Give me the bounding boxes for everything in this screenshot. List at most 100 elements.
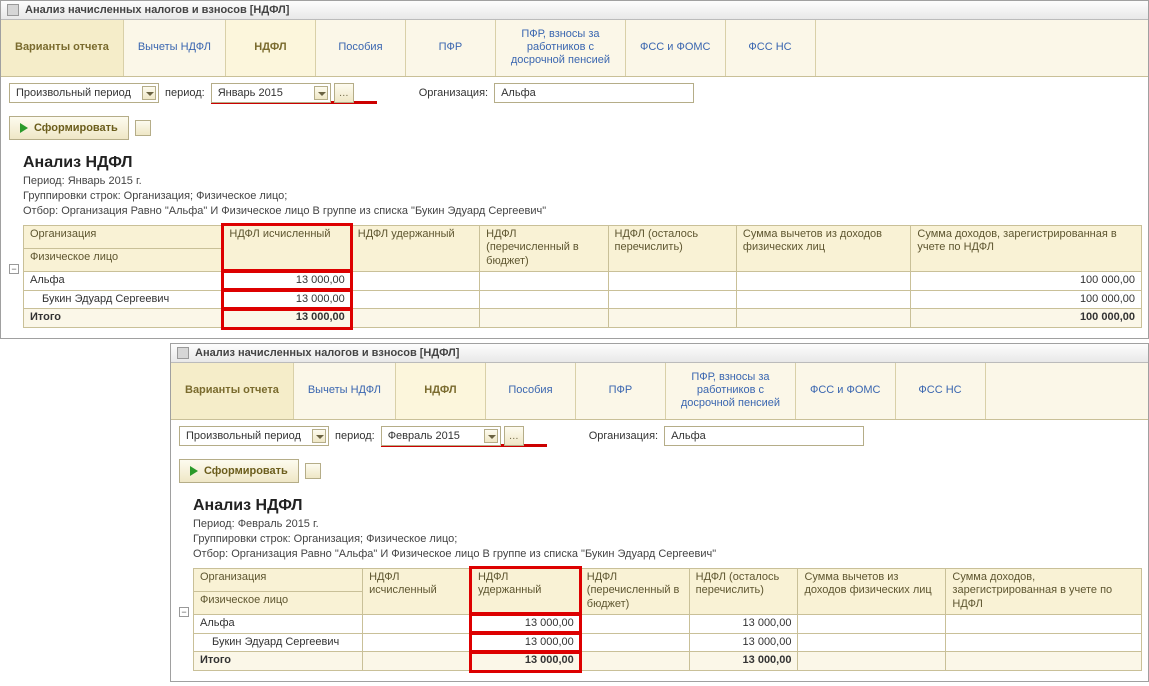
col-person: Физическое лицо <box>194 591 363 614</box>
generate-button-label: Сформировать <box>204 465 288 477</box>
period-value-dropdown[interactable]: Февраль 2015 <box>381 426 501 446</box>
cell-v2: 13 000,00 <box>471 614 580 633</box>
tab-fss-ns[interactable]: ФСС НС <box>726 20 816 76</box>
cell-v4 <box>608 309 736 328</box>
org-label: Организация: <box>419 87 488 99</box>
tab-pfr[interactable]: ПФР <box>576 363 666 419</box>
report-meta-grouping: Группировки строк: Организация; Физическ… <box>193 532 1142 547</box>
period-type-value: Произвольный период <box>186 430 301 442</box>
period-picker-button[interactable]: … <box>504 426 524 446</box>
org-input[interactable]: Альфа <box>494 83 694 103</box>
org-value: Альфа <box>671 430 706 442</box>
settings-icon[interactable] <box>135 120 151 136</box>
cell-v1: 13 000,00 <box>223 309 351 328</box>
data-row-org[interactable]: Альфа 13 000,00 13 000,00 <box>194 614 1142 633</box>
tab-pfr-early[interactable]: ПФР, взносы за работников с досрочной пе… <box>496 20 626 76</box>
period-value: Февраль 2015 <box>388 430 460 442</box>
window-2: Анализ начисленных налогов и взносов [НД… <box>170 343 1149 682</box>
play-icon <box>190 466 198 476</box>
tab-ndfl[interactable]: НДФЛ <box>396 363 486 419</box>
cell-v6 <box>946 614 1142 633</box>
collapse-toggle[interactable]: − <box>179 607 189 617</box>
cell-v2 <box>351 271 479 290</box>
period-value-dropdown[interactable]: Январь 2015 <box>211 83 331 103</box>
cell-v1 <box>363 614 472 633</box>
cell-v1: 13 000,00 <box>223 271 351 290</box>
data-row-person[interactable]: Букин Эдуард Сергеевич 13 000,00 13 000,… <box>194 633 1142 652</box>
collapse-toggle[interactable]: − <box>9 264 19 274</box>
titlebar: Анализ начисленных налогов и взносов [НД… <box>1 1 1148 20</box>
period-toolbar: Произвольный период период: Январь 2015 … <box>1 77 1148 111</box>
cell-v5 <box>798 614 946 633</box>
generate-button-label: Сформировать <box>34 122 118 134</box>
generate-button[interactable]: Сформировать <box>9 116 129 140</box>
data-row-org[interactable]: Альфа 13 000,00 100 000,00 <box>24 271 1142 290</box>
period-type-dropdown[interactable]: Произвольный период <box>9 83 159 103</box>
cell-name: Итого <box>194 652 363 671</box>
tab-fss-foms[interactable]: ФСС и ФОМС <box>626 20 726 76</box>
tabs-header-label: Варианты отчета <box>171 363 294 419</box>
titlebar: Анализ начисленных налогов и взносов [НД… <box>171 344 1148 363</box>
report-area: Анализ НДФЛ Период: Февраль 2015 г. Груп… <box>171 489 1148 681</box>
org-input[interactable]: Альфа <box>664 426 864 446</box>
col-ndfl-withheld: НДФЛ удержанный <box>351 225 479 271</box>
tabs-header-label: Варианты отчета <box>1 20 124 76</box>
cell-name: Итого <box>24 309 223 328</box>
cell-v4: 13 000,00 <box>689 633 798 652</box>
cell-v5 <box>736 271 910 290</box>
period-type-dropdown[interactable]: Произвольный период <box>179 426 329 446</box>
col-ndfl-calc: НДФЛ исчисленный <box>223 225 351 271</box>
tab-fss-foms[interactable]: ФСС и ФОМС <box>796 363 896 419</box>
tab-pfr-early[interactable]: ПФР, взносы за работников с досрочной пе… <box>666 363 796 419</box>
period-label: период: <box>335 430 375 442</box>
tab-benefits[interactable]: Пособия <box>316 20 406 76</box>
cell-v3 <box>580 614 689 633</box>
chevron-down-icon <box>142 86 156 100</box>
cell-v3 <box>580 633 689 652</box>
tab-deductions[interactable]: Вычеты НДФЛ <box>124 20 226 76</box>
report-meta-filter: Отбор: Организация Равно "Альфа" И Физич… <box>23 204 1142 219</box>
report-variant-tabs: Варианты отчета Вычеты НДФЛ НДФЛ Пособия… <box>1 20 1148 77</box>
col-income: Сумма доходов, зарегистрированная в учет… <box>911 225 1142 271</box>
col-org: Организация <box>194 568 363 591</box>
org-value: Альфа <box>501 87 536 99</box>
cell-name: Букин Эдуард Сергеевич <box>24 290 223 309</box>
period-type-value: Произвольный период <box>16 87 131 99</box>
cell-v6: 100 000,00 <box>911 271 1142 290</box>
window-title: Анализ начисленных налогов и взносов [НД… <box>195 347 459 359</box>
cell-name: Букин Эдуард Сергеевич <box>194 633 363 652</box>
cell-v1 <box>363 652 472 671</box>
data-row-person[interactable]: Букин Эдуард Сергеевич 13 000,00 100 000… <box>24 290 1142 309</box>
tab-fss-ns[interactable]: ФСС НС <box>896 363 986 419</box>
cell-v4: 13 000,00 <box>689 614 798 633</box>
generate-button[interactable]: Сформировать <box>179 459 299 483</box>
tab-benefits[interactable]: Пособия <box>486 363 576 419</box>
col-ndfl-paid: НДФЛ (перечисленный в бюджет) <box>480 225 608 271</box>
period-toolbar: Произвольный период период: Февраль 2015… <box>171 420 1148 454</box>
app-icon <box>177 347 189 359</box>
period-label: период: <box>165 87 205 99</box>
cell-v3 <box>580 652 689 671</box>
col-ndfl-withheld: НДФЛ удержанный <box>471 568 580 614</box>
report-meta-filter: Отбор: Организация Равно "Альфа" И Физич… <box>193 547 1142 562</box>
period-value: Январь 2015 <box>218 87 283 99</box>
tab-deductions[interactable]: Вычеты НДФЛ <box>294 363 396 419</box>
org-label: Организация: <box>589 430 658 442</box>
col-person: Физическое лицо <box>24 248 223 271</box>
header-row: Организация НДФЛ исчисленный НДФЛ удержа… <box>194 568 1142 591</box>
cell-v1: 13 000,00 <box>223 290 351 309</box>
chevron-down-icon <box>484 429 498 443</box>
report-variant-tabs: Варианты отчета Вычеты НДФЛ НДФЛ Пособия… <box>171 363 1148 420</box>
cell-v6 <box>946 633 1142 652</box>
tab-pfr[interactable]: ПФР <box>406 20 496 76</box>
col-deductions: Сумма вычетов из доходов физических лиц <box>736 225 910 271</box>
col-ndfl-paid: НДФЛ (перечисленный в бюджет) <box>580 568 689 614</box>
tab-ndfl[interactable]: НДФЛ <box>226 20 316 76</box>
col-income: Сумма доходов, зарегистрированная в учет… <box>946 568 1142 614</box>
cell-v2: 13 000,00 <box>471 652 580 671</box>
cell-v3 <box>480 290 608 309</box>
cell-name: Альфа <box>24 271 223 290</box>
settings-icon[interactable] <box>305 463 321 479</box>
app-icon <box>7 4 19 16</box>
period-picker-button[interactable]: … <box>334 83 354 103</box>
